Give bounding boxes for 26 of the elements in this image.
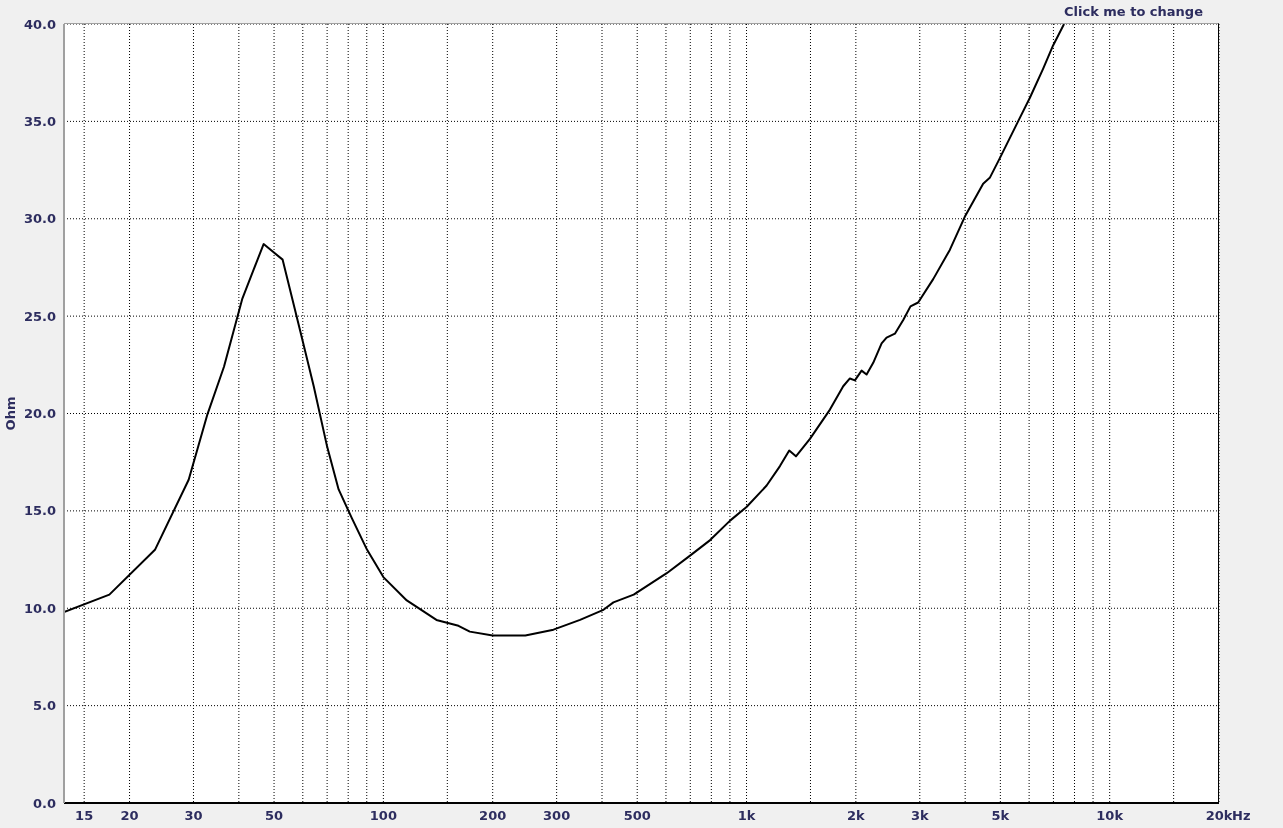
- x-tick-label: 2k: [846, 808, 866, 824]
- x-tick-label: 30: [184, 808, 203, 824]
- y-tick-label: 15.0: [23, 503, 56, 519]
- x-tick-label: 100: [369, 808, 397, 824]
- y-axis-title: Ohm: [2, 396, 18, 431]
- y-tick-label: 25.0: [23, 308, 56, 324]
- y-tick-label: 5.0: [32, 698, 56, 714]
- y-tick-label: 30.0: [23, 211, 56, 227]
- x-tick-label: 200: [479, 808, 507, 824]
- x-tick-label: 20: [120, 808, 139, 824]
- text: Click me to change: [1063, 4, 1203, 19]
- x-axis-title: Hz: [1232, 808, 1251, 824]
- y-tick-label: 35.0: [23, 113, 56, 129]
- x-tick-label: 50: [265, 808, 284, 824]
- y-tick-label: 10.0: [23, 600, 56, 616]
- x-tick-label: 15: [75, 808, 94, 824]
- x-tick-label: 10k: [1096, 808, 1124, 824]
- x-tick-label: 1k: [737, 808, 756, 824]
- y-tick-label: 0.0: [32, 795, 56, 811]
- x-tick-label: 5k: [991, 808, 1010, 824]
- x-tick-label: 300: [543, 808, 571, 824]
- x-tick-label: 20k: [1205, 808, 1233, 824]
- y-tick-label: 20.0: [23, 406, 56, 422]
- x-tick-label: 500: [623, 808, 651, 824]
- x-tick-label: 3k: [910, 808, 929, 824]
- y-tick-label: 40.0: [23, 16, 56, 32]
